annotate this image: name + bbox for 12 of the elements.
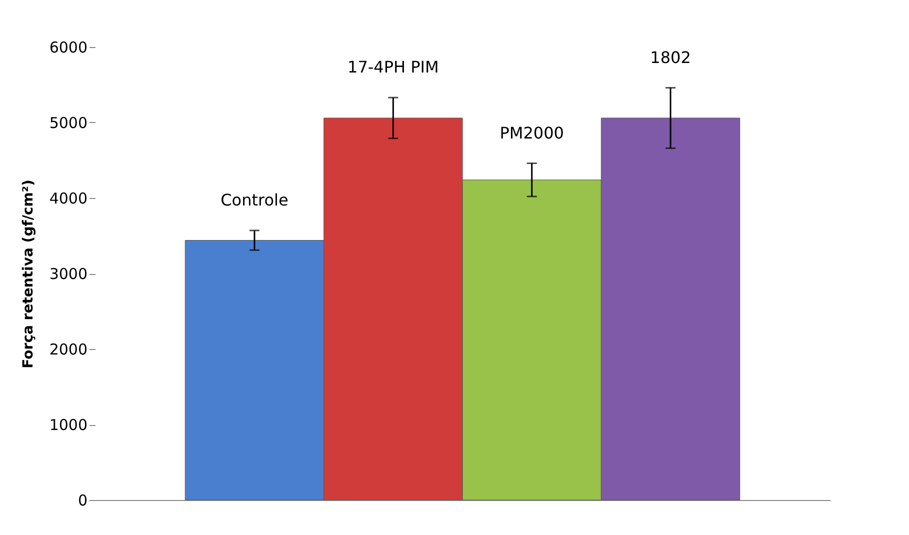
x-tick-label: PM2000 bbox=[500, 123, 564, 142]
y-tick-label: 2000 bbox=[49, 340, 88, 358]
y-tick-label: 0 bbox=[78, 492, 88, 510]
y-tick-label: 4000 bbox=[49, 190, 88, 208]
x-tick-label: 17-4PH PIM bbox=[348, 58, 439, 77]
y-tick-label: 6000 bbox=[49, 38, 88, 56]
y-axis-title: Força retentiva (gf/cm²) bbox=[20, 180, 36, 368]
y-tick-label: 5000 bbox=[49, 114, 88, 132]
y-tick-label: 1000 bbox=[49, 416, 88, 434]
y-tick-label: 3000 bbox=[49, 265, 88, 283]
x-tick-label: 1802 bbox=[650, 48, 691, 67]
x-tick-label: Controle bbox=[220, 190, 288, 210]
